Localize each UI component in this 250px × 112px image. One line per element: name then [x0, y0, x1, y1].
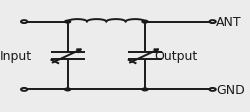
Circle shape [65, 88, 70, 91]
Circle shape [21, 88, 27, 91]
Text: Input: Input [0, 50, 32, 62]
Circle shape [210, 88, 216, 91]
Circle shape [65, 21, 70, 24]
Circle shape [21, 21, 27, 24]
Circle shape [142, 88, 148, 91]
Circle shape [210, 21, 216, 24]
Text: GND: GND [216, 83, 245, 96]
Text: ANT: ANT [216, 16, 242, 29]
Circle shape [142, 21, 148, 24]
Text: Output: Output [154, 50, 198, 62]
